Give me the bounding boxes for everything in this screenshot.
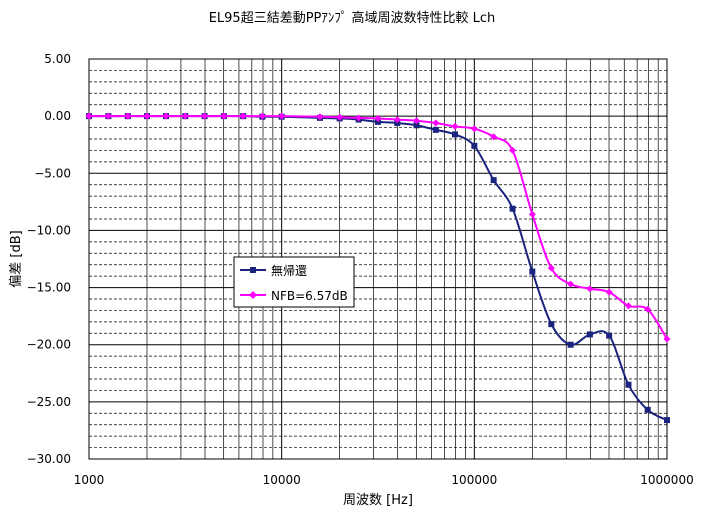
- y-axis-title: 偏差 [dB]: [9, 230, 24, 287]
- y-tick-label: −20.00: [27, 338, 71, 352]
- data-point: [220, 112, 228, 120]
- x-tick-label: 100000: [451, 473, 497, 487]
- data-point: [413, 122, 420, 129]
- data-point: [104, 112, 112, 120]
- data-point: [586, 285, 594, 293]
- data-point: [432, 126, 439, 133]
- data-point: [181, 112, 189, 120]
- data-point: [664, 417, 670, 424]
- data-point: [316, 113, 324, 121]
- data-point: [529, 268, 536, 275]
- y-tick-label: 0.00: [44, 109, 71, 123]
- data-point: [471, 142, 478, 149]
- data-point: [644, 406, 651, 413]
- x-tick-label: 1000000: [640, 473, 693, 487]
- data-point: [605, 288, 613, 296]
- legend-marker-series-0: [250, 267, 256, 273]
- legend-marker-series-1: [249, 291, 257, 299]
- data-point: [625, 381, 632, 388]
- x-tick-label: 10000: [263, 473, 301, 487]
- data-point: [509, 146, 517, 154]
- data-point: [201, 112, 209, 120]
- data-point: [355, 114, 363, 122]
- data-point: [432, 119, 440, 127]
- data-point: [413, 117, 421, 125]
- legend-label-series-1: NFB=6.57dB: [271, 289, 348, 303]
- data-point: [258, 112, 266, 120]
- data-point: [85, 112, 93, 120]
- data-point: [374, 114, 382, 122]
- data-point: [547, 264, 555, 272]
- data-point: [663, 335, 671, 343]
- data-point: [624, 302, 632, 310]
- y-tick-label: 5.00: [44, 52, 71, 66]
- data-point: [606, 332, 613, 339]
- data-point: [162, 112, 170, 120]
- x-tick-label: 1000: [74, 473, 105, 487]
- data-point: [124, 112, 132, 120]
- data-point: [451, 122, 459, 130]
- x-axis-title: 周波数 [Hz]: [343, 493, 413, 508]
- y-tick-label: −30.00: [27, 452, 71, 466]
- y-tick-label: −10.00: [27, 223, 71, 237]
- data-point: [470, 125, 478, 133]
- data-point: [528, 210, 536, 218]
- data-point: [490, 133, 498, 141]
- y-tick-label: −25.00: [27, 395, 71, 409]
- x-axis-tick-labels: 1000 10000 100000 1000000: [74, 473, 694, 487]
- y-tick-label: −5.00: [34, 166, 71, 180]
- data-point: [278, 112, 286, 120]
- data-point: [239, 112, 247, 120]
- legend: 無帰還 NFB=6.57dB: [233, 256, 355, 308]
- data-point: [393, 116, 401, 124]
- data-point: [567, 280, 575, 288]
- data-point: [567, 341, 574, 348]
- y-axis-tick-labels: 5.00 0.00 −5.00 −10.00 −15.00 −20.00 −25.00 −30…: [27, 52, 71, 466]
- grid: [88, 58, 668, 460]
- plot-area-border: [88, 58, 668, 460]
- series-layer: [85, 112, 671, 424]
- data-point: [509, 205, 516, 212]
- y-tick-label: −15.00: [27, 281, 71, 295]
- series-1: [85, 112, 671, 343]
- data-point: [143, 112, 151, 120]
- data-point: [548, 321, 555, 328]
- legend-label-series-0: 無帰還: [271, 263, 307, 278]
- plot-area-background: [89, 59, 667, 459]
- data-point: [336, 113, 344, 121]
- data-point: [490, 177, 497, 184]
- data-point: [644, 305, 652, 313]
- data-point: [586, 331, 593, 338]
- chart-title: EL95超三結差動PPｱﾝﾌﾟ 高域周波数特性比較 Lch: [209, 10, 496, 26]
- data-point: [452, 131, 459, 138]
- legend-box: [233, 256, 355, 308]
